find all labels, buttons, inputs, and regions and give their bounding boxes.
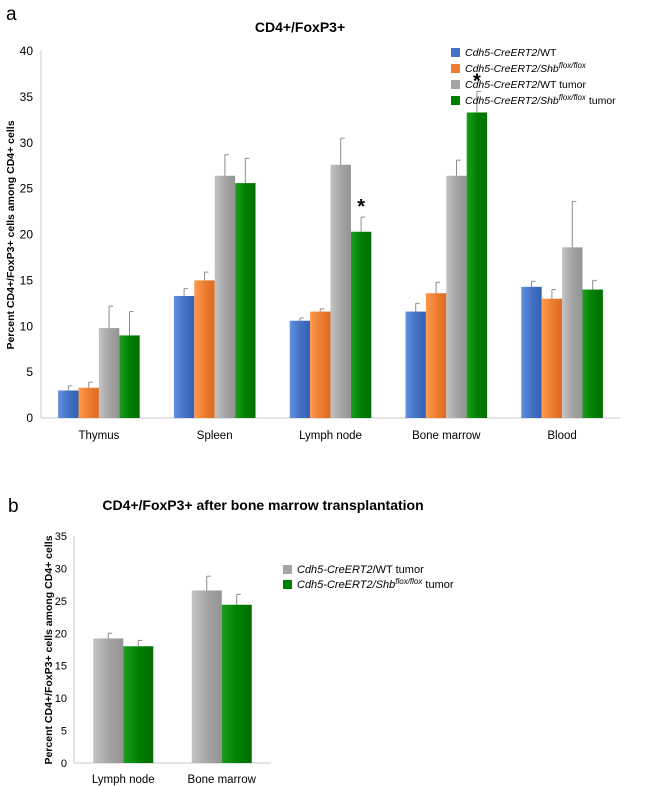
bar (466, 112, 488, 418)
chart-a-title: CD4+/FoxP3+ (255, 19, 345, 35)
legend-label: Cdh5-CreERT2/Shbflox/flox tumor (297, 577, 454, 591)
bar (78, 387, 99, 418)
significance-star: * (473, 70, 481, 92)
bar (310, 311, 331, 418)
bar (194, 280, 215, 418)
legend-label: Cdh5-CreERT2/WT tumor (297, 564, 424, 576)
x-tick-label: Thymus (78, 430, 119, 442)
chart-a: CD4+/FoxP3+ Percent CD4+/FoxP3+ cells am… (5, 19, 620, 442)
legend-swatch (451, 48, 460, 57)
y-tick-label: 25 (55, 596, 67, 608)
bar (330, 164, 351, 418)
legend-label: Cdh5-CreERT2/Shbflox/flox tumor (465, 93, 616, 107)
bar (405, 311, 426, 418)
y-tick-label: 15 (20, 273, 34, 287)
x-tick-label: Lymph node (299, 430, 362, 442)
bar (350, 231, 372, 418)
legend-swatch (451, 64, 460, 73)
bar (119, 335, 140, 418)
bar (173, 295, 195, 418)
y-tick-label: 0 (61, 758, 67, 770)
legend-label: Cdh5-CreERT2/WT (465, 47, 557, 59)
chart-b: CD4+/FoxP3+ after bone marrow transplant… (43, 497, 454, 786)
bar (289, 320, 311, 418)
y-tick-label: 10 (20, 319, 34, 333)
y-tick-label: 20 (20, 228, 34, 242)
y-tick-label: 40 (20, 44, 34, 58)
x-tick-label: Lymph node (92, 774, 155, 786)
y-tick-label: 35 (55, 531, 67, 543)
chart-b-title: CD4+/FoxP3+ after bone marrow transplant… (102, 497, 423, 513)
chart-a-legend: Cdh5-CreERT2/WT Cdh5-CreERT2/Shbflox/flox… (451, 47, 616, 107)
bar (214, 175, 236, 418)
y-tick-label: 5 (26, 365, 33, 379)
y-tick-label: 10 (55, 693, 67, 705)
bar (235, 183, 256, 418)
legend-swatch (283, 580, 292, 589)
bar (446, 175, 467, 418)
x-tick-label: Bone marrow (188, 774, 257, 786)
y-tick-label: 20 (55, 628, 67, 640)
y-tick-label: 5 (61, 726, 67, 738)
chart-b-ylabel: Percent CD4+/FoxP3+ cells among CD4+ cel… (43, 535, 55, 764)
bar (425, 293, 447, 418)
y-tick-label: 25 (20, 182, 34, 196)
y-tick-label: 35 (20, 90, 34, 104)
bar (221, 604, 252, 763)
y-tick-label: 30 (55, 563, 67, 575)
bar (191, 590, 222, 763)
bar (123, 646, 154, 763)
x-tick-label: Spleen (197, 430, 233, 442)
y-tick-label: 30 (20, 136, 34, 150)
legend-label: Cdh5-CreERT2/WT tumor (465, 79, 586, 91)
chart-a-ylabel: Percent CD4+/FoxP3+ cells among CD4+ cel… (5, 120, 17, 349)
bar (98, 328, 120, 418)
x-tick-label: Blood (547, 430, 576, 442)
bar (541, 298, 563, 418)
x-tick-label: Bone marrow (412, 430, 481, 442)
bar (58, 390, 79, 418)
y-tick-label: 15 (55, 661, 67, 673)
legend-swatch (283, 565, 292, 574)
bar (93, 638, 124, 763)
bar (521, 286, 542, 418)
significance-star: * (357, 196, 365, 218)
panel-letter-b: b (8, 496, 19, 517)
bar (562, 247, 583, 418)
legend-swatch (451, 96, 460, 105)
chart-b-legend: Cdh5-CreERT2/WT tumorCdh5-CreERT2/Shbflo… (283, 564, 454, 591)
legend-label: Cdh5-CreERT2/Shbflox/flox (465, 61, 587, 75)
panel-letter-a: a (6, 4, 17, 25)
legend-swatch (451, 80, 460, 89)
y-tick-label: 0 (26, 411, 33, 425)
bar (582, 289, 603, 418)
